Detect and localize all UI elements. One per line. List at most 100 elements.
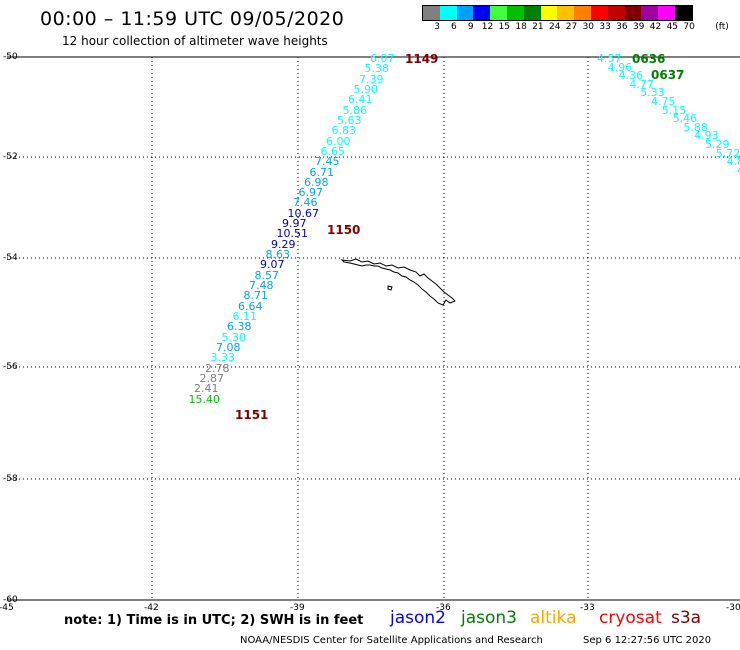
wave-height-value: 9.07 [260,258,285,272]
legend-label: 24 [548,22,561,32]
wave-height-value: 6.11 [232,310,258,323]
legend-swatch [490,6,507,20]
legend-swatch [590,6,608,20]
wave-height-value: 6.65 [320,144,346,158]
wave-height-value: 5.86 [342,103,368,117]
legend-label: 12 [481,22,494,32]
wave-height-value: 5.29 [705,138,730,151]
time-marker: 0637 [651,68,685,82]
wave-height-value: 5.38 [364,62,390,76]
wave-height-value: 8.57 [254,268,280,282]
legend-label: 6 [451,22,457,32]
satellite-jason2: jason2 [390,608,446,628]
wave-height-value: 5.33 [640,86,665,100]
wave-height-value: 9.29 [271,237,296,251]
wave-height-value: 5.90 [353,82,379,96]
wave-height-value: 5.88 [683,120,708,134]
wave-height-value: 4.85 [726,155,740,169]
wave-height-value: 7.08 [216,340,241,354]
legend-label: 18 [515,22,527,32]
island-fragment [387,285,393,291]
time-marker: 1149 [405,52,439,66]
wave-height-value: 6.41 [348,93,373,107]
legend-swatch [557,6,575,20]
legend-label: 39 [632,22,645,32]
legend-label: 45 [666,22,679,32]
wave-height-value: 5.30 [221,330,247,344]
legend-swatch [674,6,692,20]
legend-swatch [456,6,474,20]
time-marker: 1150 [327,223,361,237]
latitude-label: -60 [3,595,18,605]
legend-swatch [574,6,591,20]
page-subtitle: 12 hour collection of altimeter wave hei… [62,34,328,48]
legend-label: 3 [434,22,440,32]
satellite-cryosat: cryosat [599,608,662,628]
wave-height-value: 3.33 [210,351,236,365]
color-legend [422,5,693,21]
legend-label: 70 [683,22,695,32]
wave-height-value: 2.87 [199,371,225,385]
footer-note: note: 1) Time is in UTC; 2) SWH is in fe… [64,613,364,628]
time-marker: 1151 [235,408,269,422]
wave-height-value: 6.38 [227,320,252,334]
wave-height-value: 2.78 [205,361,230,375]
page-title: 00:00 – 11:59 UTC 09/05/2020 [40,8,345,30]
legend-swatch [624,6,642,20]
wave-height-value: 5.63 [337,113,362,127]
wave-height-value: 4.96 [607,60,633,74]
wave-height-value: 6.98 [304,175,329,189]
wave-height-value: 7.46 [293,196,318,210]
legend-label: 27 [565,22,578,32]
latitude-label: -52 [3,152,18,162]
south-georgia-coastline [340,258,456,306]
satellite-jason3: jason3 [461,608,517,628]
legend-unit: (ft) [715,22,729,32]
latitude-label: -50 [3,52,18,62]
latitude-label: -56 [3,362,18,372]
legend-swatch [439,6,457,20]
wave-height-value: 15.40 [188,392,221,406]
legend-label: 42 [649,22,662,32]
wave-height-value: 2.41 [194,382,219,396]
wave-height-value: 4.57 [597,52,622,65]
legend-label: 33 [599,22,611,32]
generated-timestamp: Sep 6 12:27:56 UTC 2020 [583,635,712,646]
wave-height-value: 5.72 [715,146,740,160]
graticule [7,57,740,600]
legend-swatch [523,6,541,20]
legend-swatch [540,6,558,20]
wave-height-value: 7.39 [359,72,384,86]
wave-height-value: 5.46 [672,112,698,126]
legend-label: 15 [498,22,511,32]
legend-swatch [506,6,524,20]
wave-height-value: 4.93 [694,129,719,143]
legend-swatch [423,6,440,20]
longitude-label: -30 [726,603,740,613]
wave-height-value: 4.77 [629,77,654,91]
wave-height-value: 4.71 [737,165,740,176]
wave-height-value: 5.15 [661,103,687,117]
wave-height-value: 8.71 [243,289,269,303]
longitude-label: -39 [290,603,305,613]
wave-height-value: 7.48 [249,279,274,293]
longitude-label: -36 [436,603,451,613]
credit-text: NOAA/NESDIS Center for Satellite Applica… [240,635,543,646]
wave-height-value: 8.63 [265,248,291,262]
longitude-label: -42 [144,603,159,613]
wave-height-value: 10.67 [287,206,320,220]
wave-height-value: 6.97 [298,186,324,200]
latitude-label: -58 [3,474,18,484]
wave-height-value: 6.71 [309,165,335,179]
legend-label: 30 [582,22,595,32]
wave-height-value: 6.00 [326,134,351,148]
latitude-label: -54 [3,253,18,263]
wave-height-value: 4.75 [651,95,676,108]
wave-height-value: 9.97 [282,217,307,231]
time-marker: 0636 [632,52,666,66]
wave-height-value: 6.64 [238,299,263,313]
wave-height-value: 6.07 [370,52,395,65]
legend-swatch [658,6,675,20]
wave-height-value: 4.36 [618,69,644,83]
